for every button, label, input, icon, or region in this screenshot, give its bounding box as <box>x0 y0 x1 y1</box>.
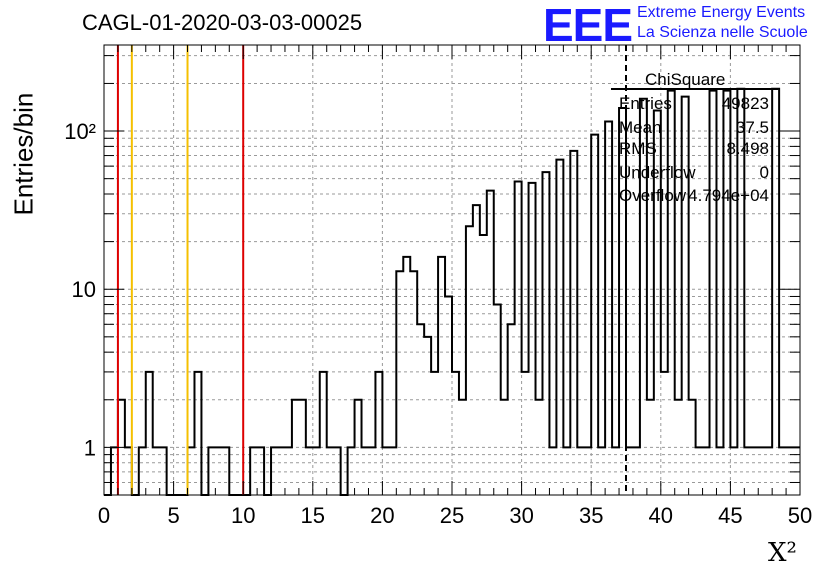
chart-title: CAGL-01-2020-03-03-00025 <box>82 10 363 35</box>
stats-mean-value: 37.5 <box>735 118 769 137</box>
y-tick-label: 10² <box>64 119 96 144</box>
x-tick-label: 30 <box>509 503 533 528</box>
stats-row-mean: Mean 37.5 <box>619 118 779 140</box>
x-tick-label: 20 <box>370 503 394 528</box>
stats-underflow-label: Underflow <box>619 163 696 182</box>
x-tick-label: 50 <box>788 503 812 528</box>
y-tick-label: 1 <box>84 435 96 460</box>
x-tick-label: 5 <box>167 503 179 528</box>
x-tick-label: 40 <box>649 503 673 528</box>
x-tick-label: 45 <box>718 503 742 528</box>
stats-rms-value: 8.498 <box>726 139 769 158</box>
stats-row-rms: RMS 8.498 <box>619 139 779 161</box>
y-axis-label: Entries/bin <box>8 92 39 216</box>
x-tick-label: 15 <box>301 503 325 528</box>
x-axis-label: X² <box>768 538 797 568</box>
stats-underflow-value: 0 <box>759 163 769 182</box>
y-tick-label: 10 <box>72 277 96 302</box>
stats-row-entries: Entries 49823 <box>619 94 779 116</box>
stats-entries-label: Entries <box>619 94 672 113</box>
x-tick-label: 10 <box>231 503 255 528</box>
logo-text-line2: La Scienza nelle Scuole <box>637 24 808 41</box>
logo-text-line1: Extreme Energy Events <box>637 4 806 21</box>
stats-row-overflow: Overflow 4.794e+04 <box>619 186 779 208</box>
histogram-outline <box>104 87 800 496</box>
x-tick-label: 0 <box>98 503 110 528</box>
x-tick-label: 25 <box>440 503 464 528</box>
stats-rms-label: RMS <box>619 139 657 158</box>
stats-box: ChiSquare Entries 49823 Mean 37.5 RMS 8.… <box>611 70 779 205</box>
stats-mean-label: Mean <box>619 118 662 137</box>
x-tick-label: 35 <box>579 503 603 528</box>
stats-entries-value: 49823 <box>721 94 769 113</box>
stats-overflow-label: Overflow <box>619 186 687 205</box>
eee-logo: EEE <box>543 0 633 51</box>
stats-row-underflow: Underflow 0 <box>619 163 779 185</box>
stats-title: ChiSquare <box>645 70 726 89</box>
stats-overflow-value: 4.794e+04 <box>688 186 769 205</box>
y-axis-label-container: Entries/bin <box>4 93 44 216</box>
